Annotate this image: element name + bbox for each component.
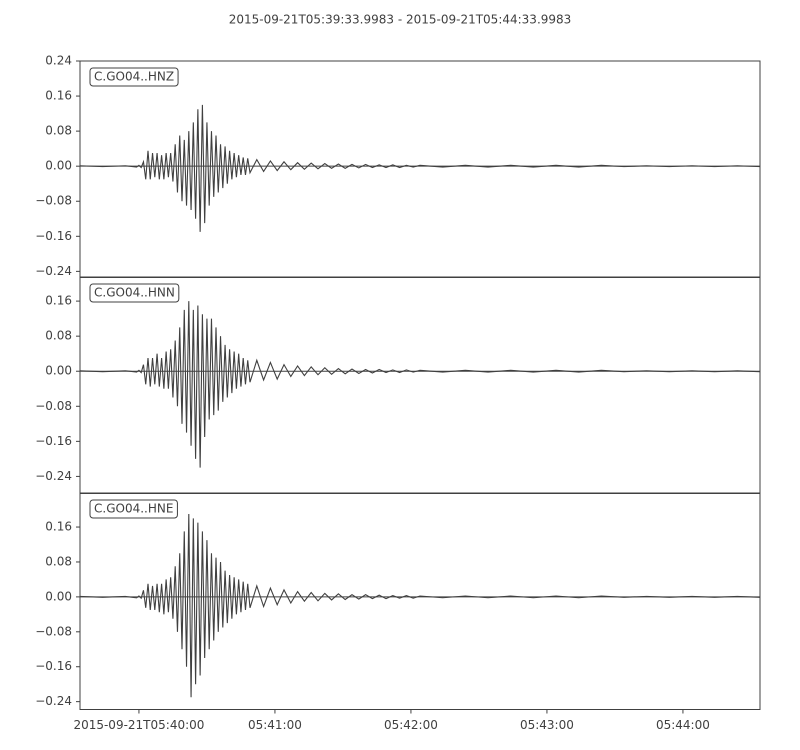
y-tick-label: 0.08 — [45, 329, 72, 343]
y-tick-label: −0.08 — [35, 624, 72, 638]
x-tick-label: 05:41:00 — [248, 718, 302, 732]
trace-label: C.GO04..HNN — [94, 286, 175, 300]
y-tick-label: −0.24 — [35, 694, 72, 708]
y-tick-label: −0.08 — [35, 399, 72, 413]
trace-label-box — [89, 283, 180, 303]
x-tick-label: 05:43:00 — [520, 718, 574, 732]
y-tick-label: −0.16 — [35, 659, 72, 673]
y-tick-label: −0.08 — [35, 194, 72, 208]
y-tick-label: 0.00 — [45, 364, 72, 378]
y-tick-label: 0.16 — [45, 520, 72, 534]
y-tick-label: 0.16 — [45, 294, 72, 308]
x-tick-label: 05:44:00 — [656, 718, 710, 732]
chart-title: 2015-09-21T05:39:33.9983 - 2015-09-21T05… — [229, 13, 572, 27]
waveform — [79, 104, 761, 232]
waveform — [79, 301, 761, 468]
trace-label: C.GO04..HNE — [94, 502, 173, 516]
waveform — [79, 513, 761, 698]
panel-frame — [79, 492, 761, 710]
x-tick-label: 2015-09-21T05:40:00 — [73, 718, 204, 732]
y-tick-label: 0.08 — [45, 124, 72, 138]
y-tick-label: 0.08 — [45, 554, 72, 568]
panel-frame — [79, 60, 761, 278]
y-tick-label: 0.00 — [45, 159, 72, 173]
y-tick-label: −0.24 — [35, 264, 72, 278]
y-tick-label: −0.16 — [35, 434, 72, 448]
y-tick-label: 0.00 — [45, 589, 72, 603]
panel-frame — [79, 276, 761, 494]
trace-label-box — [89, 67, 179, 87]
x-tick-label: 05:42:00 — [384, 718, 438, 732]
trace-label: C.GO04..HNZ — [94, 70, 174, 84]
y-tick-label: 0.24 — [45, 54, 72, 68]
y-tick-label: −0.24 — [35, 469, 72, 483]
y-tick-label: −0.16 — [35, 229, 72, 243]
trace-label-box — [89, 499, 178, 519]
y-tick-label: 0.16 — [45, 89, 72, 103]
